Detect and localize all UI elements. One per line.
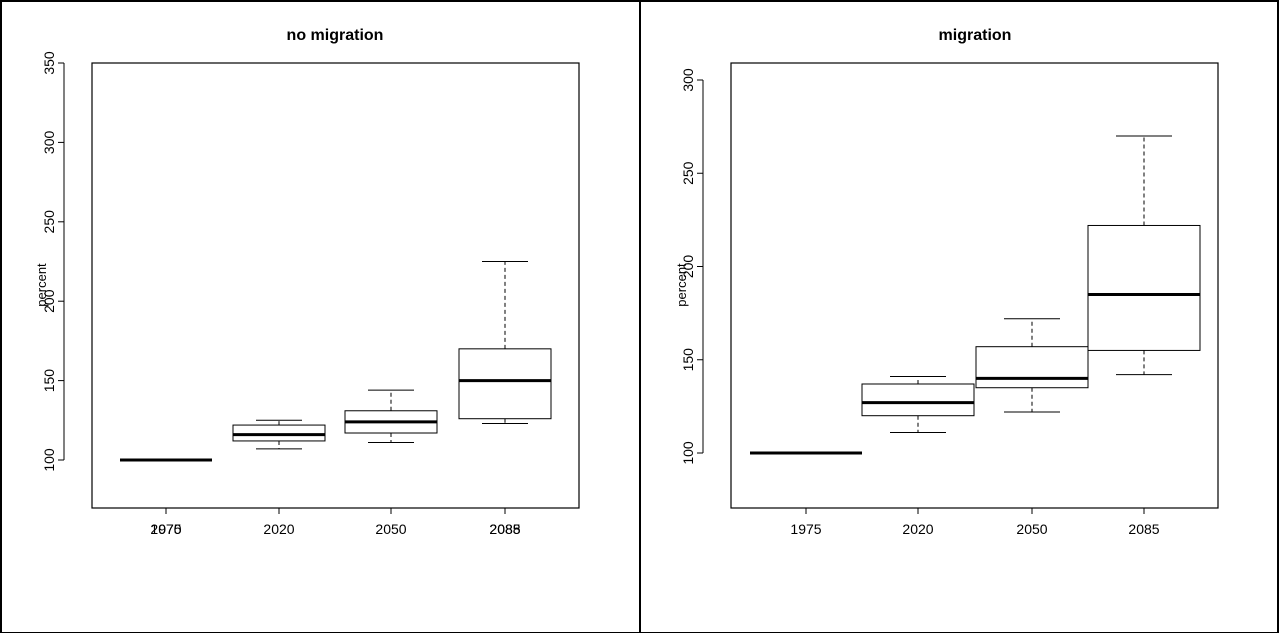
x-tick-label: 1975	[790, 521, 821, 537]
y-tick-label: 200	[680, 255, 696, 279]
y-tick-label: 300	[41, 131, 57, 155]
x-tick-label: 2085	[1128, 521, 1159, 537]
panel-migration: migration percent 100 150 200 250 300 1975 20…	[674, 27, 1219, 537]
y-tick-label: 150	[680, 348, 696, 372]
box-2020	[232, 419, 326, 450]
y-axis: 100 150 200 250 300	[680, 68, 704, 465]
y-tick-label: 350	[41, 51, 57, 75]
y-tick-label: 100	[41, 448, 57, 472]
iqr-box	[232, 424, 326, 442]
x-tick-label-overlap: 2088	[489, 521, 520, 537]
y-tick-label: 300	[680, 68, 696, 92]
box-2085	[1087, 135, 1201, 376]
iqr-box	[458, 348, 552, 420]
iqr-box	[1087, 224, 1201, 351]
x-tick-label: 2050	[375, 521, 406, 537]
y-axis-label: percent	[674, 263, 689, 307]
x-axis: 1975 2020 2050 2085 2070 2088	[150, 507, 521, 537]
x-tick-label-overlap: 2070	[150, 521, 181, 537]
box-2050	[344, 389, 438, 444]
box-2050	[975, 318, 1089, 413]
x-tick-label: 2085	[489, 521, 520, 537]
panel-no-migration: no migration percent 100150200250300350 …	[34, 27, 580, 537]
plot-frame	[91, 62, 580, 509]
y-tick-label: 200	[41, 289, 57, 313]
iqr-box	[975, 346, 1089, 389]
x-tick-label: 2020	[902, 521, 933, 537]
chart-title: migration	[939, 27, 1012, 44]
chart-title: no migration	[287, 27, 384, 44]
y-tick-label: 100	[680, 441, 696, 465]
x-tick-label: 1975	[150, 521, 181, 537]
boxes	[120, 261, 552, 462]
boxes	[750, 135, 1201, 455]
iqr-box	[861, 383, 975, 417]
box-2085	[458, 261, 552, 424]
x-tick-label: 2020	[263, 521, 294, 537]
y-tick-label: 150	[41, 369, 57, 393]
y-tick-label: 250	[680, 161, 696, 185]
box-2020	[861, 376, 975, 433]
y-axis: 100 150 200 250 300 350	[41, 51, 65, 472]
y-axis-label: percent	[34, 263, 49, 307]
y-tick-label: 250	[41, 210, 57, 234]
x-axis: 1975 2020 2050 2085	[790, 507, 1160, 537]
x-tick-label: 2050	[1016, 521, 1047, 537]
